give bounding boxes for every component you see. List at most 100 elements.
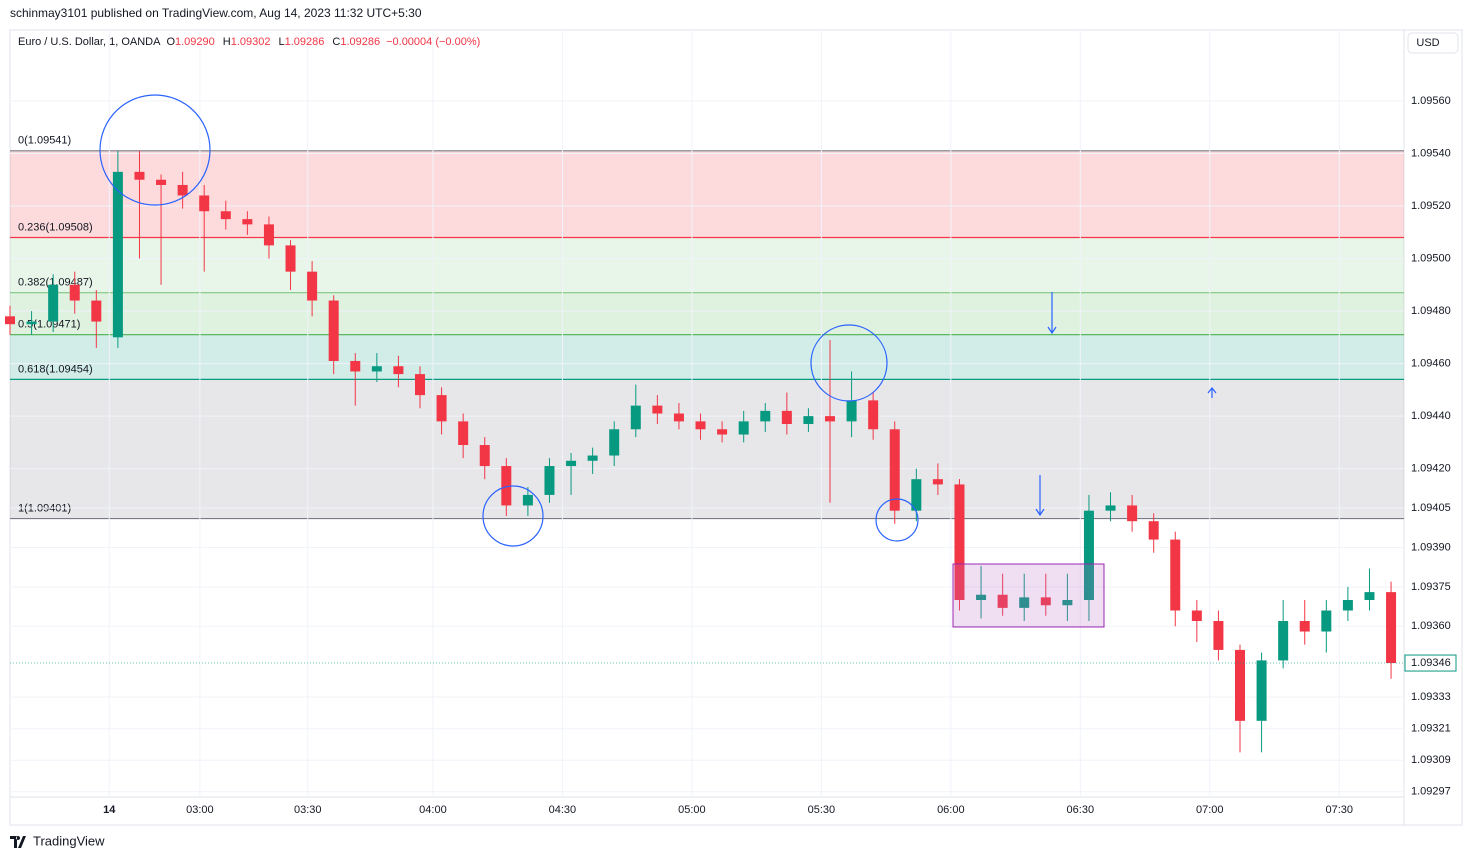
fib-layer: 0(1.09541)0.236(1.09508)0.382(1.09487)0.… [10,135,1404,520]
currency-button[interactable] [1407,32,1459,54]
y-tick-label: 1.09333 [1411,691,1451,703]
candle-body [695,421,706,430]
candle-body [285,245,296,272]
candle-body [652,405,663,414]
candle-body [1191,610,1202,622]
candle-body [911,479,922,511]
symbol-title: Euro / U.S. Dollar, 1, OANDA [18,36,161,48]
symbol-legend: Euro / U.S. Dollar, 1, OANDA O1.09290 H 1.0… [18,36,480,48]
y-tick-label: 1.09297 [1411,786,1451,798]
ohlc-value: 1.09290 [175,36,215,48]
x-tick-label: 06:00 [937,804,965,816]
candle-body [544,466,555,495]
x-tick-label: 07:00 [1196,804,1224,816]
circle-annotation [875,498,919,542]
y-tick-label: 1.09360 [1411,620,1451,632]
fib-zone [10,292,1404,335]
candle-body [501,466,512,506]
candle-body [91,300,102,322]
candle-body [328,300,339,361]
candle-body [997,594,1008,608]
candle-body [69,284,80,301]
candle-body [1083,510,1094,600]
y-tick-label: 1.09309 [1411,754,1451,766]
candle-body [1386,592,1397,664]
candle-body [1342,599,1353,611]
candle-body [199,195,210,212]
y-tick-label: 1.09375 [1411,581,1451,593]
x-tick-label: 14 [103,804,116,816]
candle-body [868,400,879,430]
last-price-label: 1.09346 [1411,657,1451,669]
currency[interactable]: USD [1416,37,1439,49]
candle-body [1105,505,1116,511]
candle-body [307,271,318,301]
candle-body [1127,505,1138,522]
ohlc-key: O [166,36,175,48]
y-tick-label: 1.09420 [1411,463,1451,475]
ohlc-key: L [278,36,284,48]
candle-body [134,171,145,180]
y-tick-label: 1.09480 [1411,305,1451,317]
candle-body [932,479,943,485]
fib-label: 0.618(1.09454) [18,363,93,375]
x-tick-label: 04:30 [549,804,577,816]
candle-body [112,171,123,338]
grid-layer [10,30,1404,797]
candle-body [566,460,577,467]
candle-body [26,321,37,325]
candle-body [976,594,987,600]
arrow-annotation [1207,387,1217,398]
candle-body [393,366,404,375]
x-tick-label: 05:30 [808,804,836,816]
x-tick-label: 04:00 [419,804,447,816]
candle-body [760,410,771,422]
ohlc-key: H [223,36,231,48]
x-tick-label: 03:00 [186,804,214,816]
candle-body [458,421,469,446]
candle-body [825,416,835,422]
y-tick-label: 1.09560 [1411,95,1451,107]
candle-body [1256,660,1267,721]
candle-body [803,416,814,425]
circle-annotation [99,94,211,206]
fib-label: 0.236(1.09508) [18,221,93,233]
y-tick-label: 1.09500 [1411,252,1451,264]
candle-body [587,455,598,461]
candle-body [220,211,231,220]
candle-body [350,360,361,372]
brand-logo [10,836,26,848]
circle-annotation [810,324,888,402]
candle-body [415,374,425,396]
y-tick-label: 1.09460 [1411,357,1451,369]
ohlc-value: 1.09286 [285,36,325,48]
fib-zone [10,379,1404,519]
y-tick-label: 1.09321 [1411,723,1451,735]
arrow-annotation [1047,292,1057,335]
overlay-layer: 1.09346 [10,654,1457,672]
candle-body [1364,592,1375,600]
fib-zone [10,150,1404,238]
y-tick-label: 1.09390 [1411,541,1451,553]
candle-body [479,445,490,467]
candle-body [263,224,274,246]
candle-body [1148,521,1159,540]
fib-label: 0(1.09541) [18,135,71,147]
candle-body [156,179,167,185]
arrow-annotation [1035,475,1045,517]
annotations [99,94,1217,547]
y-tick-label: 1.09440 [1411,410,1451,422]
ohlc-value: 1.09286 [340,36,380,48]
candle-body [522,494,533,506]
candle-body [1170,539,1181,611]
candle-body [1321,610,1332,632]
candle-body [1062,599,1073,606]
y-tick-label: 1.09520 [1411,200,1451,212]
candle-body [609,429,620,456]
change: −0.00004 (−0.00%) [386,36,480,48]
candle-body [371,366,382,372]
range-box [952,563,1105,628]
fib-zone [10,237,1404,293]
